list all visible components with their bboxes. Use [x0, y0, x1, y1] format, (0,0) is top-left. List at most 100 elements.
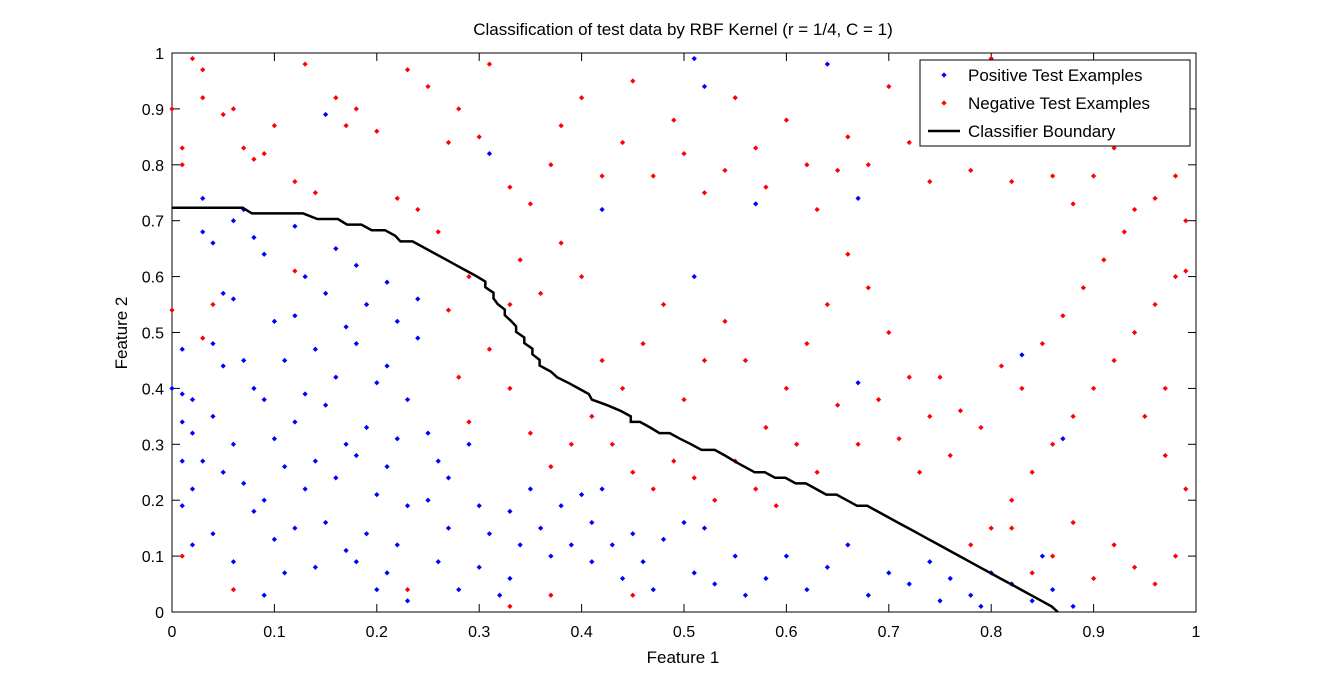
negative-point: [773, 503, 779, 509]
negative-point: [671, 117, 677, 123]
negative-point: [1090, 385, 1097, 392]
positive-point: [322, 290, 329, 296]
negative-point: [783, 117, 790, 123]
y-tick-label: 0.2: [142, 493, 164, 510]
negative-point: [189, 55, 196, 62]
positive-point: [404, 598, 411, 604]
negative-point: [548, 592, 554, 598]
positive-point: [210, 341, 216, 347]
negative-point: [527, 201, 534, 207]
negative-point: [486, 346, 493, 352]
y-tick-label: 0.8: [142, 158, 164, 175]
positive-point: [374, 380, 380, 386]
negative-point: [343, 123, 349, 129]
negative-point: [507, 301, 513, 308]
positive-point: [179, 346, 185, 352]
positive-point: [292, 223, 298, 229]
negative-point: [200, 335, 206, 341]
negative-point: [968, 542, 974, 548]
positive-point: [374, 491, 380, 498]
negative-point: [886, 329, 892, 336]
negative-point: [1172, 173, 1179, 179]
x-tick-label: 0.1: [263, 624, 285, 641]
positive-point: [660, 536, 667, 542]
positive-point: [712, 581, 718, 587]
positive-point: [384, 279, 390, 285]
positive-point: [292, 525, 298, 531]
negative-point: [456, 106, 462, 112]
negative-point: [1183, 218, 1189, 224]
negative-point: [814, 206, 820, 213]
negative-point: [210, 301, 216, 308]
positive-point: [476, 564, 482, 570]
negative-point: [241, 145, 247, 151]
negative-point: [292, 178, 298, 185]
positive-point: [251, 234, 257, 241]
negative-point: [312, 190, 318, 196]
negative-point: [1152, 581, 1158, 587]
positive-point: [742, 592, 749, 598]
negative-point: [578, 273, 585, 280]
negative-point: [1131, 564, 1138, 570]
negative-point: [916, 469, 923, 475]
negative-point: [712, 497, 718, 503]
positive-point: [210, 531, 216, 537]
legend-dot-positive: [941, 72, 947, 78]
negative-point: [937, 374, 943, 380]
negative-point: [169, 106, 175, 112]
positive-point: [415, 335, 421, 341]
x-tick-label: 0.2: [366, 624, 388, 641]
positive-point: [179, 503, 185, 509]
legend-marker-negative: [941, 100, 947, 106]
negative-point: [200, 95, 206, 101]
negative-point: [681, 396, 687, 403]
negative-point: [681, 150, 687, 157]
negative-point: [179, 553, 185, 559]
negative-point: [1162, 385, 1168, 392]
positive-point: [230, 559, 237, 565]
negative-point: [845, 251, 851, 257]
negative-point: [1080, 285, 1086, 291]
negative-point: [394, 195, 400, 201]
negative-point: [742, 357, 749, 364]
positive-point: [691, 55, 697, 62]
negative-point: [415, 206, 421, 213]
positive-point: [200, 458, 206, 464]
negative-point: [927, 178, 933, 185]
negative-point: [609, 441, 615, 447]
negative-point: [1009, 178, 1015, 185]
positive-point: [251, 508, 257, 515]
negative-point: [1070, 413, 1076, 419]
y-tick-label: 0.6: [142, 270, 164, 287]
negative-point: [1060, 313, 1066, 319]
x-tick-label: 0.3: [468, 624, 490, 641]
negative-point: [1050, 441, 1056, 447]
negative-point: [220, 111, 226, 118]
positive-point: [353, 262, 359, 269]
positive-point: [609, 542, 615, 548]
negative-point: [640, 341, 646, 347]
x-tick-label: 0: [168, 624, 177, 641]
positive-point: [333, 246, 339, 252]
positive-point: [1070, 603, 1076, 610]
negative-point: [875, 396, 882, 403]
positive-point: [394, 542, 400, 548]
positive-point: [701, 525, 708, 531]
negative-point: [1111, 357, 1117, 364]
positive-point: [558, 503, 564, 509]
negative-point: [824, 301, 830, 308]
positive-point: [619, 575, 626, 582]
negative-point: [1090, 575, 1097, 582]
negative-point: [404, 587, 411, 593]
negative-point: [865, 162, 871, 168]
positive-point: [230, 296, 237, 302]
negative-point: [466, 419, 472, 425]
negative-point: [251, 156, 257, 162]
positive-point: [445, 525, 452, 531]
positive-point: [251, 385, 257, 392]
positive-point: [763, 575, 769, 582]
positive-point: [189, 486, 196, 492]
negative-point: [271, 123, 278, 129]
positive-point: [824, 564, 830, 570]
negative-point: [476, 134, 482, 140]
